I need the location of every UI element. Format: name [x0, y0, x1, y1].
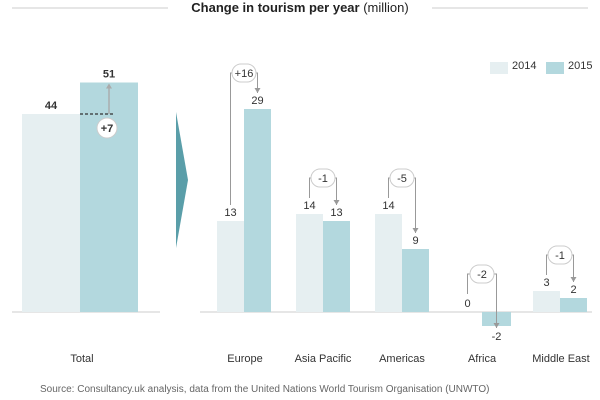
value-2015-americas: 9	[412, 235, 418, 247]
change-label-asia-pacific: -1	[318, 173, 328, 185]
chart-title-unit: (million)	[363, 0, 409, 15]
category-label-europe: Europe	[227, 353, 262, 365]
value-2015-asia-pacific: 13	[330, 207, 342, 219]
change-label-americas: -5	[397, 173, 407, 185]
separator-arrow-icon	[176, 112, 188, 248]
bar-2015-europe	[244, 109, 271, 312]
value-2015-africa: -2	[492, 331, 502, 343]
bar-2014-total	[22, 114, 80, 312]
change-arrowhead-europe-icon	[254, 88, 261, 93]
bar-2015-americas	[402, 249, 429, 312]
change-bubble-europe	[231, 63, 257, 83]
value-2014-americas: 14	[382, 200, 394, 212]
change-arrowhead-asia-pacific-icon	[333, 200, 340, 205]
category-label-americas: Americas	[379, 353, 425, 365]
category-label-africa: Africa	[468, 353, 497, 365]
value-2015-middle-east: 2	[570, 284, 576, 296]
bar-2014-americas	[375, 214, 402, 312]
bar-2014-middle-east	[533, 291, 560, 312]
legend-swatch-2014	[490, 62, 508, 74]
bar-2015-middle-east	[560, 298, 587, 312]
value-2015-total: 51	[103, 69, 115, 81]
chart-title: Change in tourism per year (million)	[0, 0, 600, 15]
change-arrowhead-africa-icon	[493, 323, 500, 328]
bar-2015-asia-pacific	[323, 221, 350, 312]
chart-title-main: Change in tourism per year	[191, 0, 360, 15]
change-arrowhead-americas-icon	[412, 228, 419, 233]
change-bubble-asia-pacific	[310, 168, 336, 188]
source-note: Source: Consultancy.uk analysis, data fr…	[40, 384, 490, 395]
category-label-asia-pacific: Asia Pacific	[295, 353, 352, 365]
change-bubble-americas	[389, 168, 415, 188]
change-arrowhead-middle-east-icon	[570, 277, 577, 282]
bar-2015-total	[80, 82, 138, 312]
category-label-total: Total	[70, 353, 93, 365]
change-bubble-total	[96, 117, 118, 139]
change-bubble-middle-east	[547, 245, 573, 265]
legend-label-2014: 2014	[512, 60, 537, 72]
value-2015-europe: 29	[251, 95, 263, 107]
value-2014-africa: 0	[464, 298, 470, 310]
change-arrowhead-total-icon	[106, 83, 112, 89]
value-2014-middle-east: 3	[543, 277, 549, 289]
change-label-africa: -2	[477, 269, 487, 281]
change-label-total: +7	[101, 123, 114, 135]
bar-2014-europe	[217, 221, 244, 312]
legend-swatch-2015	[546, 62, 564, 74]
value-2014-asia-pacific: 14	[303, 200, 315, 212]
change-label-middle-east: -1	[555, 250, 565, 262]
legend-label-2015: 2015	[568, 60, 593, 72]
value-2014-total: 44	[45, 100, 58, 112]
category-label-middle-east: Middle East	[532, 353, 589, 365]
change-bubble-africa	[469, 264, 495, 284]
value-2014-europe: 13	[224, 207, 236, 219]
change-label-europe: +16	[235, 68, 254, 80]
bar-2014-asia-pacific	[296, 214, 323, 312]
